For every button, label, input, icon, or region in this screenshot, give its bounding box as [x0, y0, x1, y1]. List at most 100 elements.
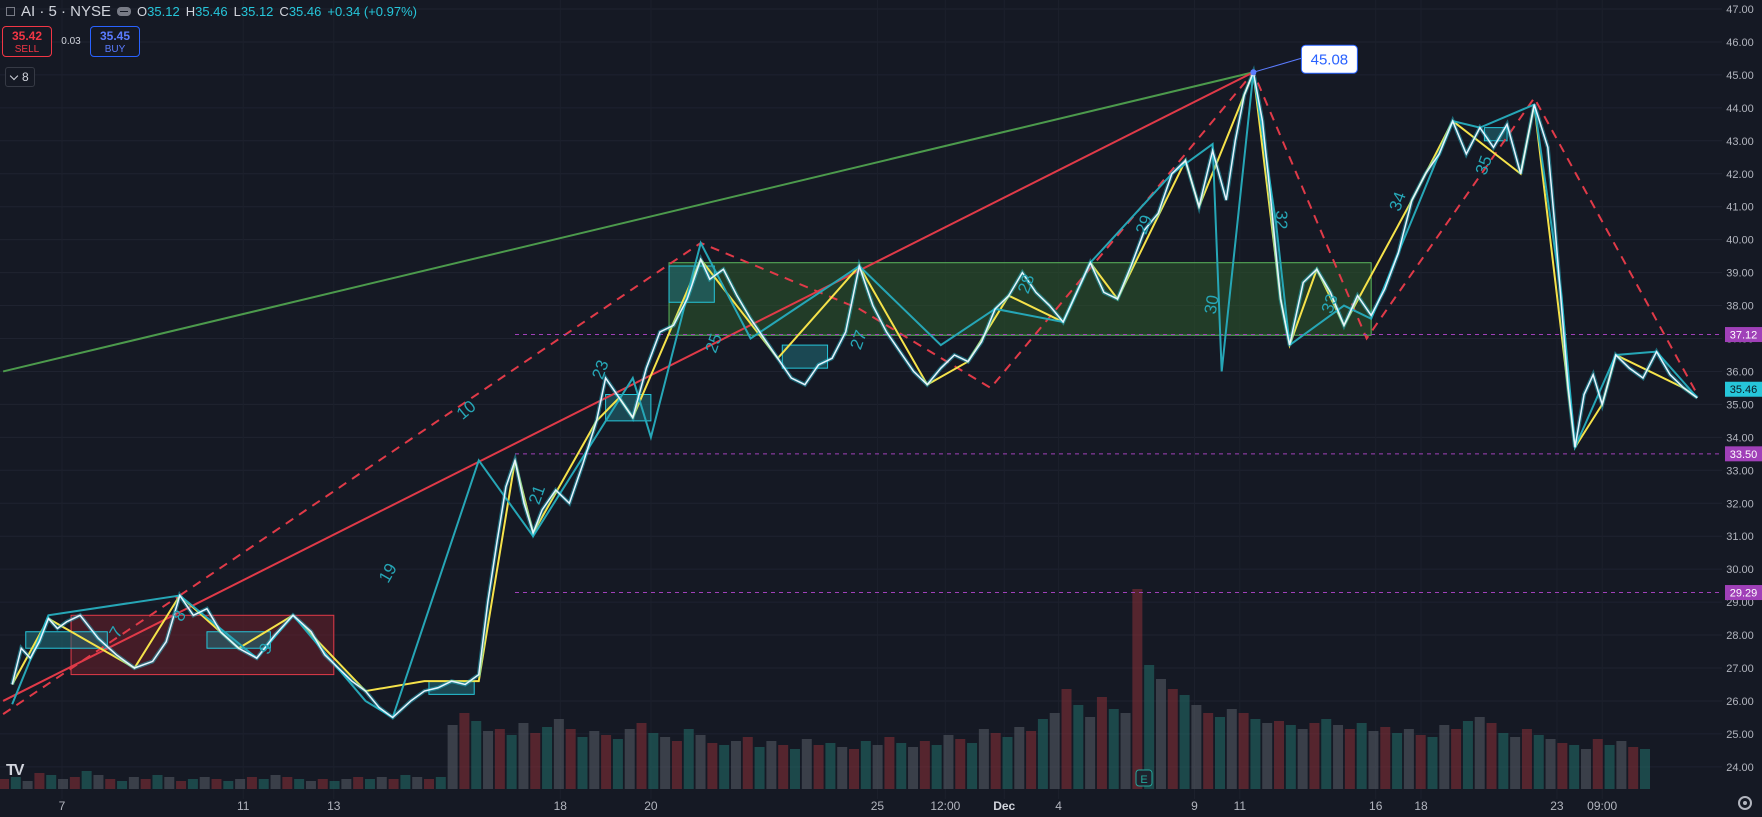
symbol-label[interactable]: AI · 5 · NYSE — [21, 2, 112, 20]
level-price-tag — [1725, 585, 1762, 601]
indicators-toggle[interactable]: 8 — [5, 67, 35, 87]
price-tick-label: 42.00 — [1726, 169, 1754, 181]
volume-bar — [341, 779, 352, 789]
price-callout-leader — [1253, 57, 1302, 73]
time-tick-label: 11 — [1234, 799, 1247, 813]
volume-bar — [317, 779, 328, 789]
earnings-marker-icon — [1135, 769, 1153, 787]
volume-bar — [329, 781, 340, 789]
volume-bar — [1380, 727, 1391, 789]
volume-bar — [1533, 735, 1544, 789]
volume-bar — [1403, 729, 1414, 789]
volume-bar — [1510, 737, 1521, 789]
volume-bar — [707, 743, 718, 789]
volume-bar — [919, 741, 930, 789]
volume-bar — [813, 745, 824, 789]
volume-bar — [34, 773, 45, 789]
red-dashed-zigzag — [179, 70, 1699, 597]
time-tick-label: 09:00 — [1587, 799, 1617, 813]
time-axis[interactable]: 7 11 13 18 20 25 12:00 Dec 4 9 11 16 18 23 09:00 — [0, 799, 1762, 817]
volume-bar — [542, 727, 553, 789]
volume-bar — [1640, 749, 1650, 789]
volume-bar — [1120, 713, 1131, 789]
price-tick-label: 40.00 — [1726, 235, 1754, 247]
time-tick-label: 4 — [1055, 799, 1062, 813]
sell-button[interactable]: 35.42 SELL — [2, 26, 52, 57]
price-tick-label: 33.00 — [1726, 465, 1754, 477]
volume-bar — [1545, 739, 1556, 789]
price-tick-label: 27.00 — [1726, 663, 1754, 675]
volume-bar — [577, 737, 588, 789]
volume-bar — [1061, 689, 1072, 789]
price-tick-label: 32.00 — [1726, 498, 1754, 510]
green-range-zone — [668, 262, 1372, 336]
time-tick-label: Dec — [993, 799, 1015, 813]
green-trend-line — [2, 71, 1254, 373]
last-price-tag — [1725, 381, 1762, 397]
price-tick-label: 47.00 — [1726, 4, 1754, 16]
volume-bar — [388, 779, 399, 789]
last-price-label: 35.46 — [1730, 384, 1758, 396]
volume-bar — [1085, 717, 1096, 789]
buy-button[interactable]: 35.45 BUY — [90, 26, 140, 57]
volume-bar — [1439, 725, 1450, 789]
volume-bar — [1474, 717, 1485, 789]
volume-bar — [459, 713, 470, 789]
open-label: O — [137, 3, 148, 19]
gear-icon[interactable] — [1738, 796, 1752, 810]
volume-bar — [1002, 737, 1013, 789]
volume-bar — [483, 731, 494, 789]
time-tick-label: 11 — [237, 799, 250, 813]
volume-bar — [1462, 721, 1473, 789]
volume-bar — [648, 733, 659, 789]
close-value: 35.46 — [288, 3, 322, 19]
volume-bar — [10, 777, 21, 789]
volume-bar — [860, 741, 871, 789]
volume-bar — [1368, 731, 1379, 789]
volume-bar — [849, 749, 860, 789]
volume-bar — [1191, 705, 1202, 789]
volume-bar — [1592, 739, 1603, 789]
volume-bar — [270, 775, 281, 789]
price-axis[interactable]: 47.00 46.00 45.00 44.00 43.00 42.00 41.00 40.00… — [1725, 0, 1762, 817]
volume-bar — [1344, 729, 1355, 789]
earnings-marker-glyph: E — [1140, 774, 1147, 786]
volume-bar — [1297, 729, 1308, 789]
volume-bar — [695, 735, 706, 789]
wave-label: 32 — [1272, 210, 1291, 229]
level-price-tag — [1725, 327, 1762, 343]
trade-panel: 35.42 SELL 0.03 35.45 BUY — [2, 26, 140, 57]
volume-bar — [353, 777, 364, 789]
tradingview-logo-icon[interactable]: TV — [6, 762, 25, 779]
price-tick-label: 28.00 — [1726, 630, 1754, 642]
volume-bar — [1238, 713, 1249, 789]
volume-bar — [1486, 723, 1497, 789]
price-tick-label: 35.00 — [1726, 399, 1754, 411]
volume-bar — [46, 775, 57, 789]
volume-bar — [1309, 723, 1320, 789]
market-status-icon[interactable] — [117, 6, 132, 16]
volume-bar — [1498, 733, 1509, 789]
volume-bar — [660, 737, 671, 789]
volume-bar — [1616, 741, 1627, 789]
volume-bar — [789, 749, 800, 789]
volume-bar — [199, 777, 210, 789]
level-price-label: 37.12 — [1730, 330, 1758, 342]
volume-bar — [730, 741, 741, 789]
volume-bar — [978, 729, 989, 789]
volume-bar — [1392, 733, 1403, 789]
volume-bar — [424, 779, 435, 789]
collapse-square-icon[interactable] — [6, 6, 15, 16]
time-tick-label: 20 — [644, 799, 658, 813]
volume-bar — [1250, 719, 1261, 789]
volume-bar — [164, 777, 175, 789]
price-axis-background — [1725, 0, 1762, 817]
red-dashed-line — [2, 594, 181, 715]
volume-bar — [872, 745, 883, 789]
volume-bar — [908, 747, 919, 789]
volume-bar — [1521, 729, 1532, 789]
volume-bar — [435, 777, 446, 789]
volume-bar — [518, 723, 529, 789]
